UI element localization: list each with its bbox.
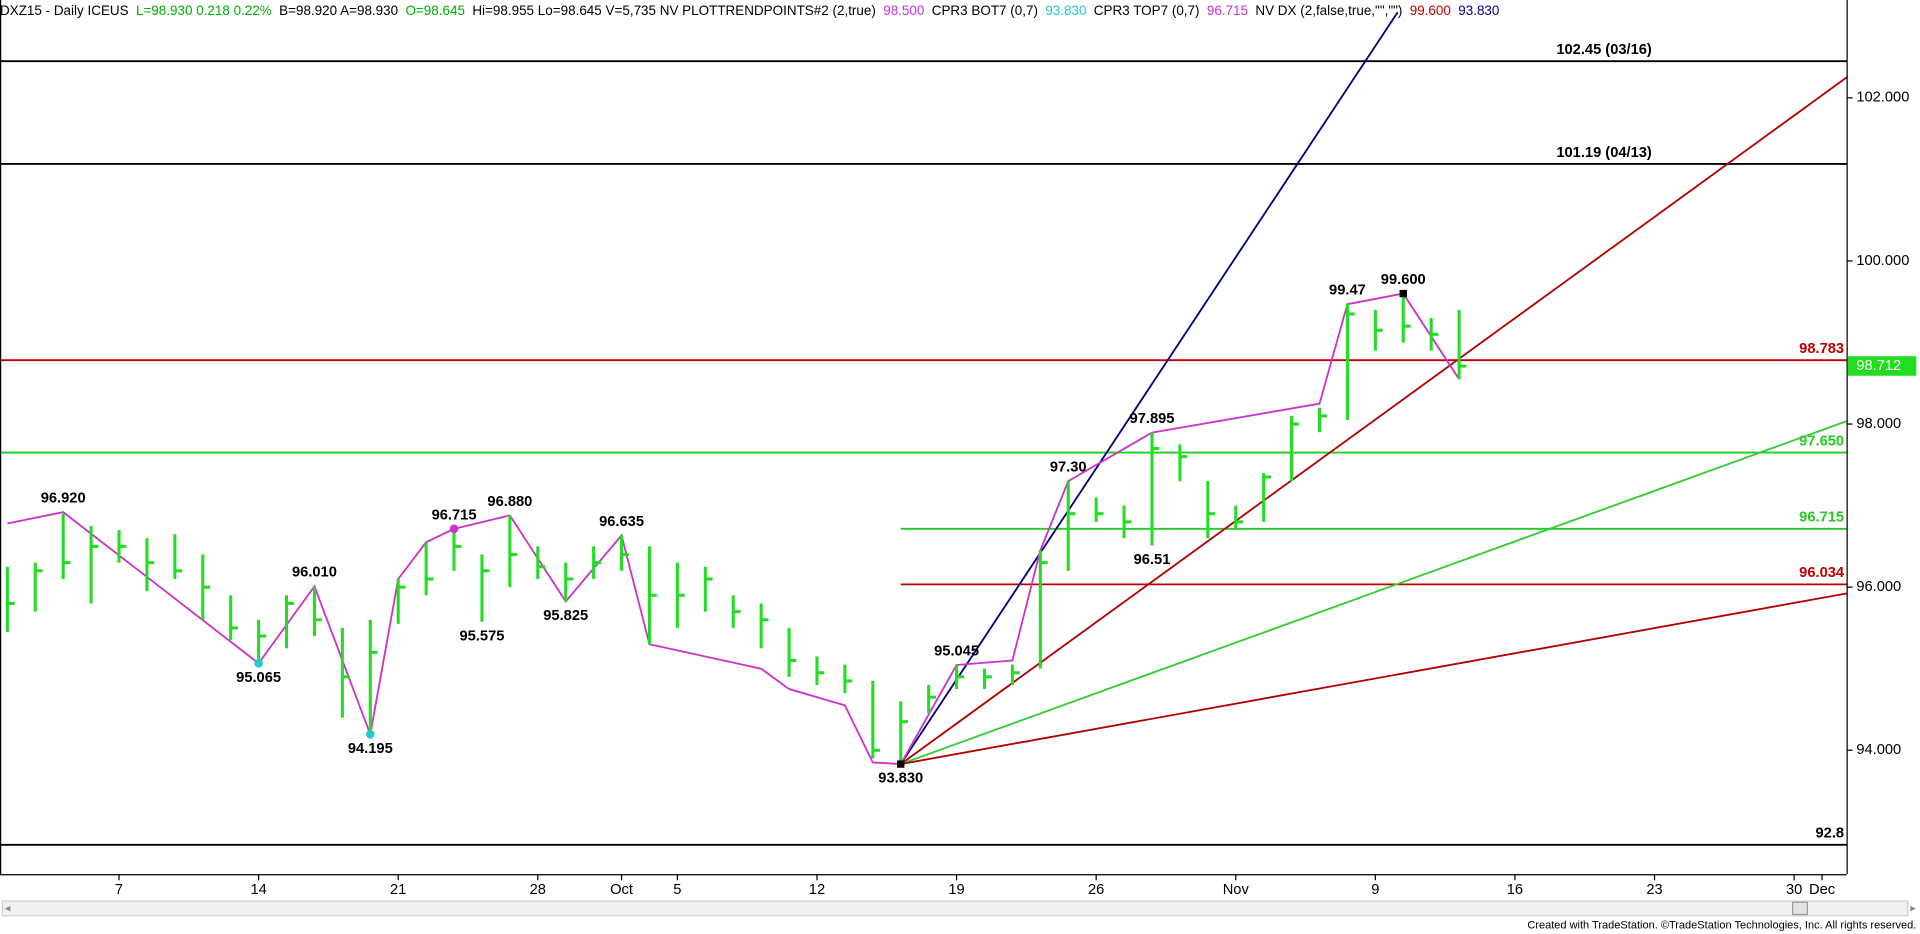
x-tick-label: 5	[673, 882, 681, 898]
level-label: 96.715	[1799, 510, 1844, 526]
x-tick-label: 28	[530, 882, 546, 898]
x-tick-label: 26	[1088, 882, 1104, 898]
y-tick-label: 98.000	[1856, 416, 1901, 432]
header-segment: CPR3 BOT7 (0,7)	[932, 3, 1038, 18]
last-price-label: 98.712	[1856, 358, 1901, 374]
x-tick-label: 16	[1507, 882, 1523, 898]
trendline	[900, 420, 1847, 765]
trendline	[900, 592, 1847, 765]
x-tick-label: Dec	[1809, 882, 1835, 898]
pivot-label: 96.920	[41, 491, 86, 507]
pivot-marker	[897, 760, 905, 768]
header-segment: CPR3 TOP7 (0,7)	[1094, 3, 1200, 18]
pivot-label: 95.825	[543, 608, 588, 624]
x-tick-label: 19	[948, 882, 964, 898]
header-segment: 96.715	[1207, 3, 1248, 18]
header-segment: DXZ15 - Daily ICEUS	[0, 3, 129, 18]
footer: Created with TradeStation. ©TradeStation…	[1527, 919, 1916, 931]
pivot-label: 96.880	[487, 494, 532, 510]
pivot-label: 95.575	[460, 628, 505, 644]
plot-area: 102.45 (03/16) 101.19 (04/13) 98.783 97.650…	[0, 11, 1847, 846]
header-segment: Hi=98.955 Lo=98.645 V=5,735 NV PLOTTREND…	[472, 3, 876, 18]
header-segment: 93.830	[1045, 3, 1086, 18]
level-label: 92.8	[1816, 826, 1845, 842]
last-price-box	[1847, 356, 1917, 376]
pivot-label: 96.635	[599, 514, 644, 530]
header: DXZ15 - Daily ICEUS L=98.930 0.218 0.22% B…	[0, 3, 1499, 18]
pivot-label: 96.715	[432, 507, 477, 523]
header-segment: 93.830	[1458, 3, 1499, 18]
pivot-marker	[366, 730, 375, 739]
y-tick-label: 96.000	[1856, 579, 1901, 595]
level-label: 101.19 (04/13)	[1556, 145, 1652, 161]
header-segment: NV DX (2,false,true,"","")	[1255, 3, 1402, 18]
pivot-label: 99.600	[1381, 272, 1426, 288]
pivot-marker	[254, 659, 263, 668]
header-segment: O=98.645	[405, 3, 464, 18]
pivot-label: 97.30	[1050, 460, 1087, 476]
x-tick-label: 14	[250, 882, 266, 898]
x-tick-label: 21	[390, 882, 406, 898]
scrollbar[interactable]	[1, 900, 1909, 917]
level-label: 96.034	[1799, 565, 1845, 581]
x-tick-label: 7	[115, 882, 123, 898]
scroll-right[interactable]: ▸	[1910, 902, 1916, 914]
x-tick-label: Nov	[1223, 882, 1250, 898]
x-tick-label: 12	[809, 882, 825, 898]
scrollbar-thumb[interactable]	[1792, 901, 1808, 916]
header-segment: 98.500	[883, 3, 924, 18]
x-tick-label: 30	[1786, 882, 1802, 898]
header-segment: 99.600	[1410, 3, 1451, 18]
pivot-marker	[449, 524, 459, 534]
header-segment: L=98.930 0.218 0.22%	[136, 3, 272, 18]
y-tick-label: 94.000	[1856, 742, 1901, 758]
y-tick-label: 102.000	[1856, 90, 1909, 106]
level-label: 102.45 (03/16)	[1556, 42, 1652, 58]
level-label: 97.650	[1799, 433, 1844, 449]
level-label: 98.783	[1799, 341, 1844, 357]
x-tick-label: Oct	[610, 882, 633, 898]
pivot-label: 93.830	[878, 771, 923, 787]
pivot-label: 94.195	[348, 741, 393, 757]
pivot-label: 95.045	[934, 643, 979, 659]
scroll-left[interactable]: ◂	[5, 902, 11, 914]
pivot-label: 96.010	[292, 565, 337, 581]
x-tick-label: 9	[1371, 882, 1379, 898]
pivot-label: 99.47	[1329, 283, 1366, 299]
trendline	[899, 11, 1399, 765]
y-tick-label: 100.000	[1856, 253, 1909, 269]
header-segment: B=98.920 A=98.930	[279, 3, 398, 18]
pivot-marker	[1399, 289, 1407, 298]
pivot-label: 96.51	[1134, 552, 1171, 568]
zigzag-line	[7, 292, 1460, 766]
x-tick-label: 23	[1646, 882, 1662, 898]
trendline	[900, 76, 1847, 765]
pivot-label: 95.065	[236, 670, 281, 686]
pivot-label: 97.895	[1130, 411, 1175, 427]
